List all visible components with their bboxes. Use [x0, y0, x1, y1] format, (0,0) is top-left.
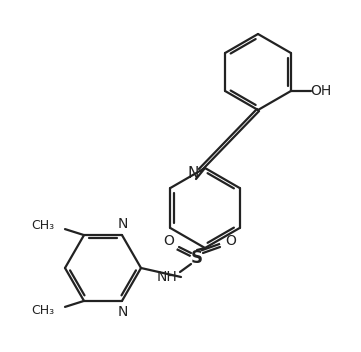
- Text: S: S: [191, 249, 203, 267]
- Text: O: O: [164, 234, 174, 248]
- Text: CH₃: CH₃: [31, 304, 54, 318]
- Text: OH: OH: [310, 84, 331, 98]
- Text: NH: NH: [157, 270, 177, 284]
- Text: N: N: [118, 305, 128, 319]
- Text: N: N: [118, 217, 128, 231]
- Text: O: O: [226, 234, 236, 248]
- Text: CH₃: CH₃: [31, 219, 54, 232]
- Text: N: N: [187, 165, 199, 181]
